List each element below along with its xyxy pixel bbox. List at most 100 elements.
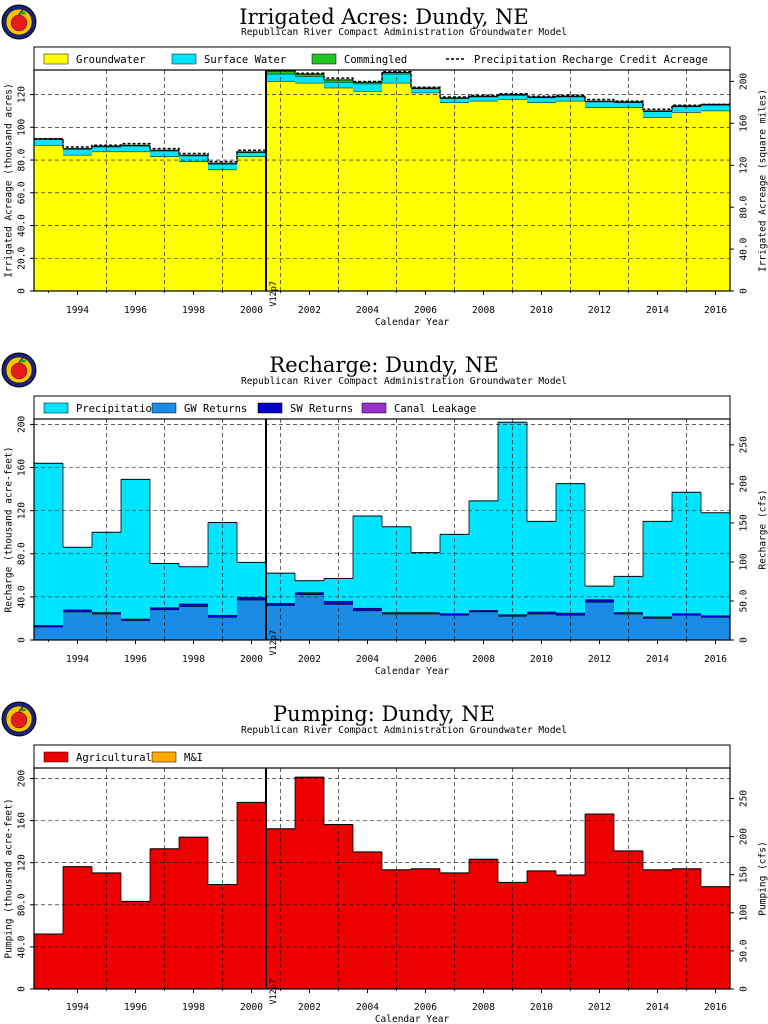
- xtick-label: 2002: [298, 305, 321, 316]
- bar-segment: [353, 610, 382, 640]
- legend-swatch: [43, 402, 69, 414]
- bar-segment: [63, 547, 92, 610]
- bar-segment: [527, 611, 556, 615]
- model-version-label: V12p7: [269, 630, 279, 656]
- xtick-label: 1996: [124, 1002, 147, 1013]
- x-axis-label: Calendar Year: [375, 666, 450, 677]
- ytick-label: 200: [16, 770, 27, 787]
- bar-segment: [34, 145, 63, 291]
- legend-label: Precipitation: [76, 403, 158, 415]
- apple-stem-icon: [18, 9, 24, 16]
- bar-segment: [92, 532, 121, 613]
- xtick-label: 2012: [588, 305, 611, 316]
- ytick-label: 40.0: [16, 585, 27, 608]
- xtick-label: 1994: [66, 1002, 89, 1013]
- bar-segment: [63, 609, 92, 612]
- xtick-label: 1994: [66, 654, 89, 665]
- chart-title: Irrigated Acres: Dundy, NE: [239, 5, 528, 29]
- bar-segment: [643, 521, 672, 617]
- ytick-label: 0: [16, 637, 27, 643]
- xtick-label: 2006: [414, 1002, 437, 1013]
- bar-segment: [353, 852, 382, 989]
- legend-label: SW Returns: [290, 403, 353, 415]
- ytick-label: 160: [16, 459, 27, 476]
- bar-segment: [179, 155, 208, 162]
- legend-label: Commingled: [344, 54, 407, 66]
- y2-axis-label: Recharge (cfs): [757, 489, 768, 569]
- chart-subtitle: Republican River Compact Administration …: [241, 725, 567, 736]
- bar-segment: [643, 111, 672, 118]
- x-axis-label: Calendar Year: [375, 317, 450, 328]
- legend-label: M&I: [184, 752, 203, 764]
- bar-segment: [411, 869, 440, 989]
- bar-segment: [34, 139, 63, 146]
- y2tick-label: 200: [738, 828, 749, 845]
- y2tick-label: 250: [738, 436, 749, 453]
- legend-swatch: [151, 402, 177, 414]
- bar-segment: [411, 92, 440, 291]
- apple-stem-icon: [18, 706, 24, 713]
- xtick-label: 2016: [704, 305, 727, 316]
- apple-icon: [10, 711, 28, 729]
- bar-segment: [34, 625, 63, 628]
- bar-segment: [92, 612, 121, 615]
- model-version-label: V12p7: [269, 979, 279, 1005]
- legend-swatch: [151, 751, 177, 763]
- bar-segment: [701, 615, 730, 618]
- xtick-label: 2000: [240, 305, 263, 316]
- bar-segment: [150, 151, 179, 157]
- legend-swatch: [257, 402, 283, 414]
- ytick-label: 160: [16, 812, 27, 829]
- plot-frame: [33, 767, 731, 990]
- bar-segment: [440, 615, 469, 640]
- ytick-label: 100: [16, 118, 27, 135]
- ytick-label: 40.0: [16, 214, 27, 237]
- bar-segment: [353, 91, 382, 291]
- bar-segment: [498, 95, 527, 100]
- bar-segment: [382, 83, 411, 291]
- bar-segment: [585, 602, 614, 640]
- bar-segment: [585, 599, 614, 603]
- bar-segment: [411, 88, 440, 93]
- bar-segment: [353, 516, 382, 609]
- bar-segment: [295, 74, 324, 77]
- legend-label: Groundwater: [76, 54, 146, 66]
- bar-segment: [121, 479, 150, 619]
- bar-segment: [295, 594, 324, 640]
- bar-segment: [295, 76, 324, 84]
- y2tick-label: 0: [738, 288, 749, 294]
- y2tick-label: 50.0: [738, 939, 749, 962]
- bar-segment: [643, 870, 672, 989]
- bar-segment: [614, 612, 643, 615]
- chart-title: Pumping: Dundy, NE: [273, 702, 495, 726]
- bar-segment: [208, 617, 237, 640]
- xtick-label: 2004: [356, 305, 379, 316]
- bar-segment: [179, 837, 208, 989]
- y2-axis-label: Irrigated Acreage (square miles): [757, 89, 768, 272]
- xtick-label: 2014: [646, 654, 669, 665]
- bar-segment: [469, 611, 498, 640]
- bar-segment: [585, 586, 614, 600]
- bar-segment: [34, 934, 63, 989]
- apple-icon: [10, 362, 28, 380]
- xtick-label: 2008: [472, 1002, 495, 1013]
- chart-title: Recharge: Dundy, NE: [269, 353, 498, 377]
- chart-subtitle: Republican River Compact Administration …: [241, 27, 567, 38]
- y-axis-label: Irrigated Acreage (thousand acres): [3, 83, 14, 277]
- bar-segment: [556, 613, 585, 616]
- ytick-label: 120: [16, 502, 27, 519]
- xtick-label: 2008: [472, 305, 495, 316]
- bar-segment: [643, 117, 672, 291]
- bar-segment: [382, 612, 411, 615]
- bar-segment: [585, 101, 614, 108]
- bar-segment: [440, 613, 469, 616]
- ytick-label: 80.0: [16, 148, 27, 171]
- bar-segment: [237, 802, 266, 989]
- xtick-label: 2000: [240, 654, 263, 665]
- bar-segment: [295, 83, 324, 291]
- bar-segment: [469, 97, 498, 102]
- bar-segment: [527, 871, 556, 989]
- legend-label: Precipitation Recharge Credit Acreage: [474, 54, 708, 66]
- bar-segment: [411, 552, 440, 613]
